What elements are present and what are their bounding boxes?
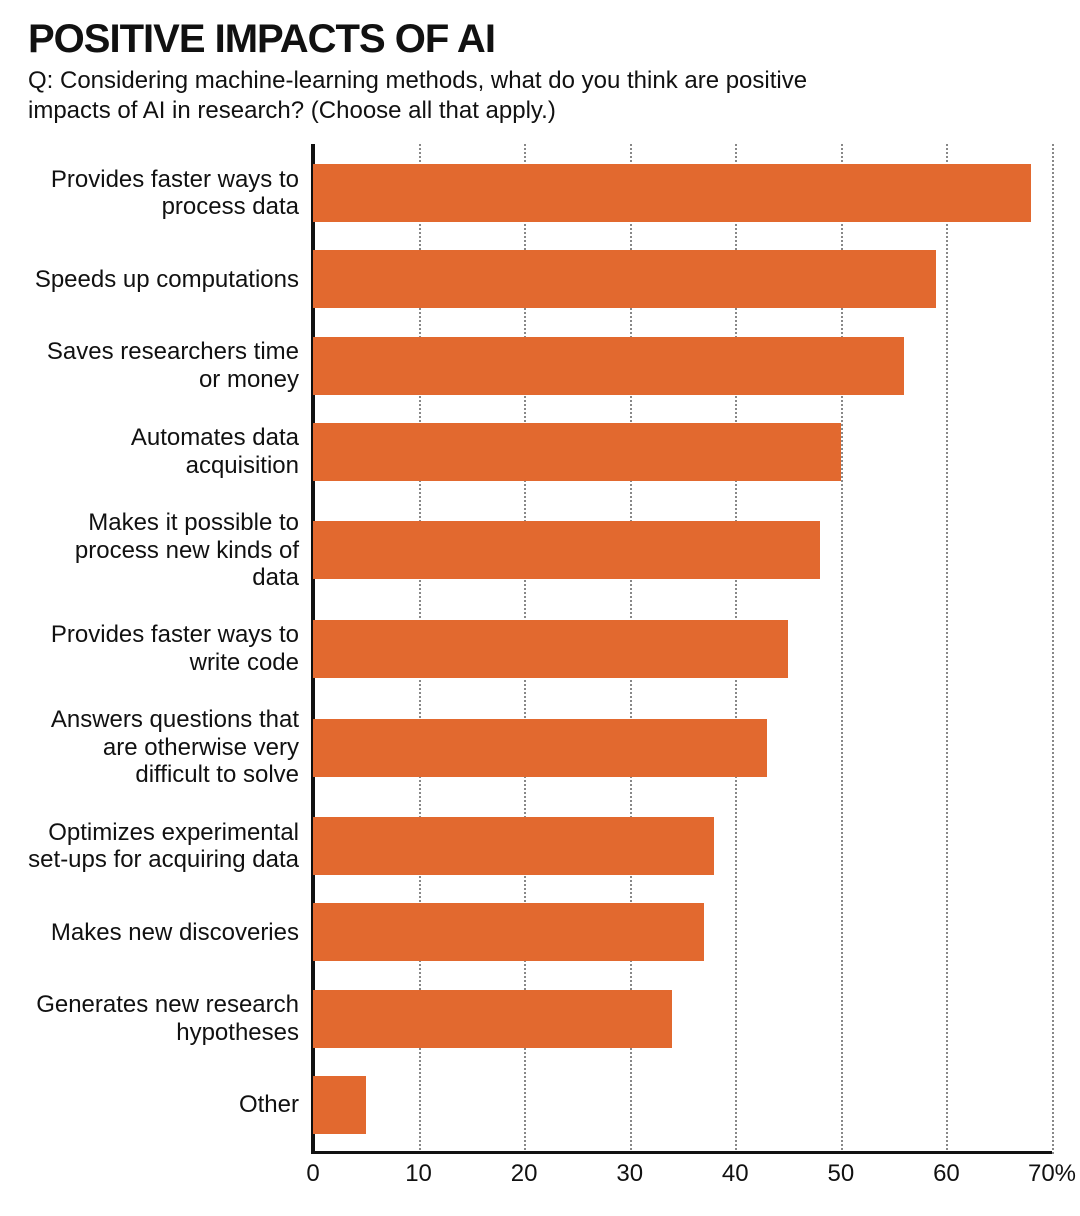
bar-row: Generates new research hypotheses (28, 990, 1052, 1048)
bar (313, 1076, 366, 1134)
bar (313, 719, 767, 777)
bar (313, 164, 1031, 222)
bars-group: Provides faster ways to process data Spee… (28, 144, 1052, 1154)
bar (313, 423, 841, 481)
x-tick-label: 30 (616, 1160, 643, 1188)
category-label: Generates new research hypotheses (28, 991, 313, 1046)
bar-zone (313, 164, 1052, 222)
chart-subtitle: Q: Considering machine-learning methods,… (28, 66, 848, 126)
x-tick-label: 10 (405, 1160, 432, 1188)
category-label: Saves researchers time or money (28, 338, 313, 393)
bar-zone (313, 990, 1052, 1048)
x-tick-label: 60 (933, 1160, 960, 1188)
category-label: Optimizes experimental set-ups for acqui… (28, 819, 313, 874)
gridline (1052, 144, 1054, 1154)
bar-row: Provides faster ways to write code (28, 620, 1052, 678)
bar-row: Saves researchers time or money (28, 337, 1052, 395)
bar-zone (313, 423, 1052, 481)
bar-row: Makes new discoveries (28, 903, 1052, 961)
category-label: Automates data acquisition (28, 424, 313, 479)
bar-row: Makes it possible to process new kinds o… (28, 509, 1052, 592)
bar-zone (313, 620, 1052, 678)
chart-title: POSITIVE IMPACTS OF AI (28, 18, 1052, 60)
bar-row: Answers questions that are otherwise ver… (28, 706, 1052, 789)
category-label: Makes new discoveries (28, 919, 313, 947)
category-label: Speeds up computations (28, 266, 313, 294)
category-label: Other (28, 1091, 313, 1119)
x-tick-label: 70% (1028, 1160, 1076, 1188)
x-tick-label: 40 (722, 1160, 749, 1188)
bar-zone (313, 706, 1052, 789)
bar-row: Automates data acquisition (28, 423, 1052, 481)
bar (313, 337, 904, 395)
bar-row: Provides faster ways to process data (28, 164, 1052, 222)
bar-zone (313, 509, 1052, 592)
bar (313, 990, 672, 1048)
bar-zone (313, 337, 1052, 395)
bar-row: Speeds up computations (28, 250, 1052, 308)
bar-zone (313, 817, 1052, 875)
bar (313, 250, 936, 308)
category-label: Provides faster ways to write code (28, 621, 313, 676)
bar (313, 521, 820, 579)
bar (313, 903, 704, 961)
category-label: Provides faster ways to process data (28, 166, 313, 221)
chart-container: POSITIVE IMPACTS OF AI Q: Considering ma… (0, 0, 1080, 1216)
category-label: Answers questions that are otherwise ver… (28, 706, 313, 789)
bar (313, 620, 788, 678)
x-tick-label: 50 (827, 1160, 854, 1188)
x-tick-label: 0 (306, 1160, 319, 1188)
category-label: Makes it possible to process new kinds o… (28, 509, 313, 592)
bar-row: Other (28, 1076, 1052, 1134)
bar (313, 817, 714, 875)
plot-area: Provides faster ways to process data Spee… (28, 144, 1052, 1154)
bar-zone (313, 250, 1052, 308)
bar-zone (313, 1076, 1052, 1134)
bar-zone (313, 903, 1052, 961)
x-tick-label: 20 (511, 1160, 538, 1188)
bar-chart: Provides faster ways to process data Spee… (28, 144, 1052, 1188)
bar-row: Optimizes experimental set-ups for acqui… (28, 817, 1052, 875)
